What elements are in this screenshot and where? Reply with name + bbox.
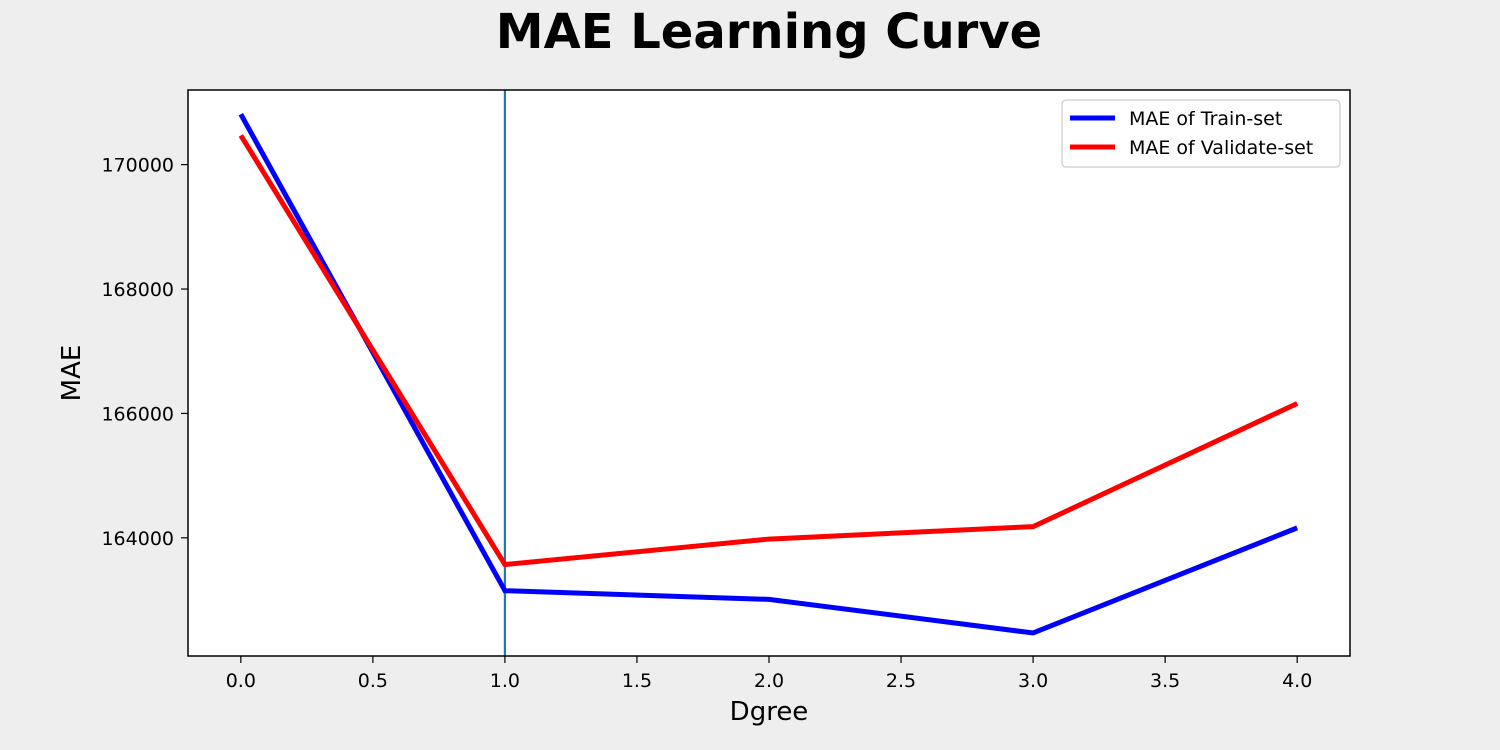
x-tick-label: 2.5 bbox=[886, 670, 916, 692]
x-tick-label: 2.0 bbox=[754, 670, 784, 692]
x-tick-label: 4.0 bbox=[1282, 670, 1312, 692]
x-axis-label: Dgree bbox=[730, 697, 809, 727]
y-tick-label: 166000 bbox=[101, 403, 174, 425]
y-tick-label: 168000 bbox=[101, 279, 174, 301]
legend-label-validate: MAE of Validate-set bbox=[1129, 137, 1313, 159]
x-axis: 0.0 0.5 1.0 1.5 2.0 2.5 3.0 3.5 4.0 bbox=[226, 656, 1312, 692]
plot-area bbox=[188, 90, 1350, 656]
series-layer bbox=[238, 113, 1299, 636]
x-tick-label: 3.0 bbox=[1018, 670, 1048, 692]
series-line-1 bbox=[238, 134, 1299, 568]
series-line-0 bbox=[238, 113, 1299, 636]
y-tick-label: 170000 bbox=[101, 155, 174, 177]
x-tick-label: 0.5 bbox=[358, 670, 388, 692]
x-tick-label: 0.0 bbox=[226, 670, 256, 692]
chart-title: MAE Learning Curve bbox=[496, 4, 1042, 60]
x-tick-label: 1.0 bbox=[490, 670, 520, 692]
y-axis-label: MAE bbox=[57, 345, 87, 402]
y-axis: 164000 166000 168000 170000 bbox=[101, 155, 188, 550]
legend-label-train: MAE of Train-set bbox=[1129, 108, 1282, 130]
x-tick-label: 3.5 bbox=[1150, 670, 1180, 692]
x-tick-label: 1.5 bbox=[622, 670, 652, 692]
y-tick-label: 164000 bbox=[101, 528, 174, 550]
legend: MAE of Train-set MAE of Validate-set bbox=[1061, 99, 1341, 168]
legend-box bbox=[1061, 99, 1341, 168]
